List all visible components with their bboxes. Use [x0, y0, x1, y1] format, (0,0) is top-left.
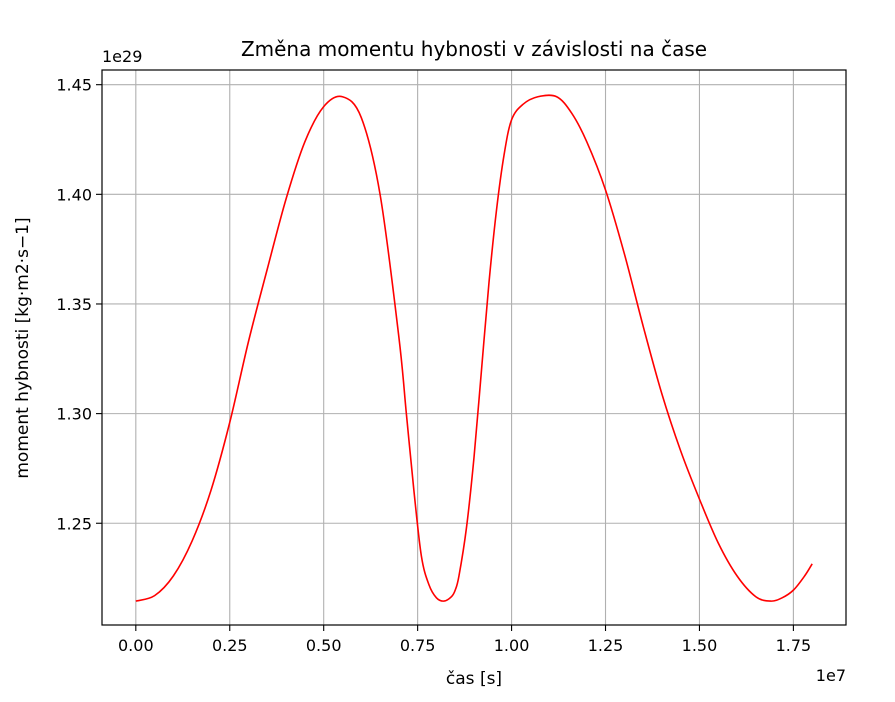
x-tick-label: 1.00: [494, 636, 530, 655]
x-axis-label: čas [s]: [446, 669, 502, 689]
x-tick-label: 0.00: [118, 636, 154, 655]
y-tick-label: 1.40: [56, 185, 92, 204]
plot-frame: [101, 69, 847, 626]
y-tick-label: 1.35: [56, 295, 92, 314]
chart-title: Změna momentu hybnosti v závislosti na č…: [241, 37, 707, 61]
x-tick-label: 1.50: [682, 636, 718, 655]
y-tick-label: 1.25: [56, 514, 92, 533]
y-tick-label: 1.30: [56, 405, 92, 424]
ticks: 0.00 0.25 0.50 0.75 1.00 1.25 1.50 1.75 1.25 1.30…: [56, 76, 811, 655]
x-offset-label: 1e7: [816, 666, 846, 685]
x-tick-label: 0.50: [306, 636, 342, 655]
x-tick-label: 0.75: [400, 636, 436, 655]
y-offset-label: 1e29: [102, 47, 142, 66]
series-layer: [135, 94, 813, 602]
grid: [102, 70, 846, 625]
x-tick-label: 1.75: [776, 636, 812, 655]
x-tick-label: 1.25: [588, 636, 624, 655]
y-axis-label: moment hybnosti [kg·m2·s−1]: [13, 217, 33, 478]
y-tick-label: 1.45: [56, 76, 92, 95]
series-line: [135, 94, 813, 602]
x-tick-label: 0.25: [212, 636, 248, 655]
